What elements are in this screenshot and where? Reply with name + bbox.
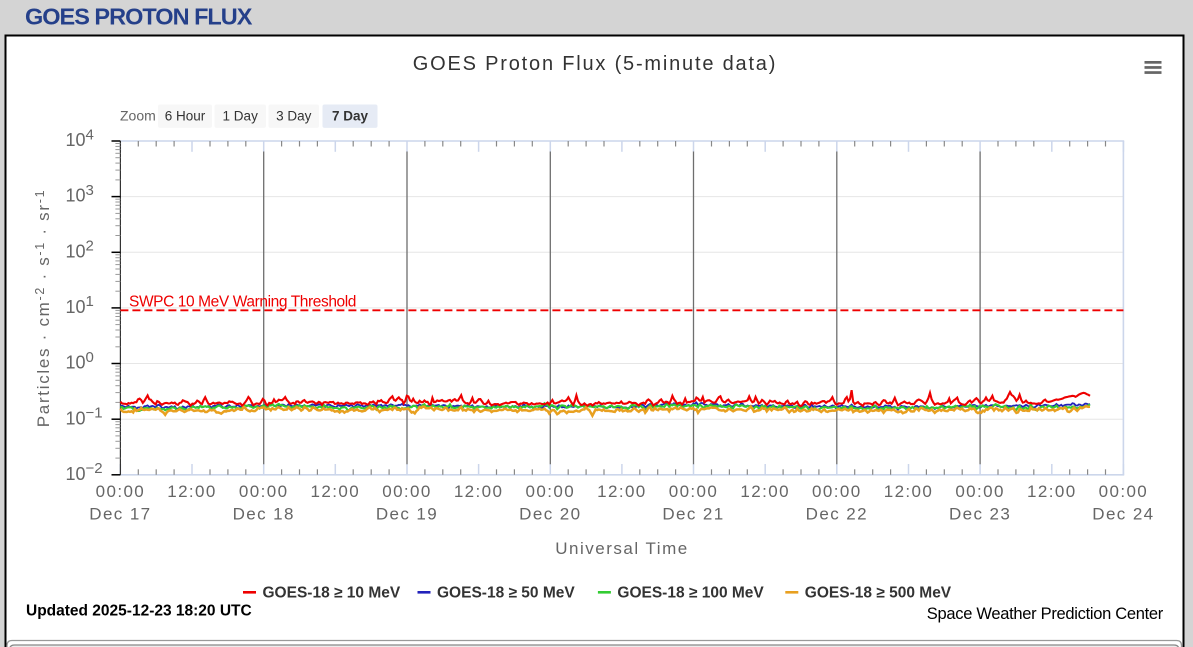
svg-text:Particles · cm-2 · s-1 · sr-1: Particles · cm-2 · s-1 · sr-1	[33, 189, 53, 428]
svg-text:Dec 21: Dec 21	[662, 505, 724, 524]
svg-text:1 Day: 1 Day	[223, 109, 259, 124]
svg-text:12:00: 12:00	[167, 482, 217, 501]
svg-text:12:00: 12:00	[311, 482, 361, 501]
svg-text:GOES-18 ≥ 100 MeV: GOES-18 ≥ 100 MeV	[617, 585, 764, 602]
svg-text:12:00: 12:00	[884, 482, 934, 501]
svg-text:12:00: 12:00	[1027, 482, 1077, 501]
svg-text:Dec 18: Dec 18	[233, 505, 295, 524]
svg-text:00:00: 00:00	[382, 482, 432, 501]
svg-text:00:00: 00:00	[955, 482, 1005, 501]
svg-text:00:00: 00:00	[239, 482, 289, 501]
svg-text:GOES-18 ≥ 500 MeV: GOES-18 ≥ 500 MeV	[805, 585, 952, 602]
svg-text:Dec 19: Dec 19	[376, 505, 438, 524]
svg-text:Dec 24: Dec 24	[1092, 505, 1154, 524]
svg-text:12:00: 12:00	[454, 482, 504, 501]
svg-text:Universal Time: Universal Time	[555, 539, 688, 558]
svg-text:00:00: 00:00	[526, 482, 576, 501]
svg-text:Updated 2025-12-23 18:20 UTC: Updated 2025-12-23 18:20 UTC	[26, 603, 252, 620]
svg-text:GOES-18 ≥ 10 MeV: GOES-18 ≥ 10 MeV	[263, 585, 401, 602]
svg-text:Dec 20: Dec 20	[519, 505, 581, 524]
svg-text:Dec 23: Dec 23	[949, 505, 1011, 524]
svg-text:12:00: 12:00	[740, 482, 790, 501]
svg-text:00:00: 00:00	[96, 482, 146, 501]
svg-text:6 Hour: 6 Hour	[165, 109, 206, 124]
svg-text:GOES-18 ≥ 50 MeV: GOES-18 ≥ 50 MeV	[437, 585, 575, 602]
svg-text:00:00: 00:00	[1099, 482, 1149, 501]
svg-text:Dec 17: Dec 17	[89, 505, 151, 524]
svg-text:00:00: 00:00	[812, 482, 862, 501]
svg-text:GOES PROTON FLUX: GOES PROTON FLUX	[25, 4, 253, 30]
svg-text:GOES Proton Flux (5-minute dat: GOES Proton Flux (5-minute data)	[413, 53, 777, 75]
svg-text:3 Day: 3 Day	[276, 109, 312, 124]
svg-text:7 Day: 7 Day	[332, 109, 369, 124]
svg-text:SWPC 10 MeV Warning Threshold: SWPC 10 MeV Warning Threshold	[129, 294, 356, 311]
svg-text:Zoom: Zoom	[120, 108, 156, 124]
svg-text:00:00: 00:00	[669, 482, 719, 501]
svg-text:Dec 22: Dec 22	[806, 505, 868, 524]
svg-text:Space Weather Prediction Cente: Space Weather Prediction Center	[927, 605, 1164, 623]
svg-text:12:00: 12:00	[597, 482, 647, 501]
